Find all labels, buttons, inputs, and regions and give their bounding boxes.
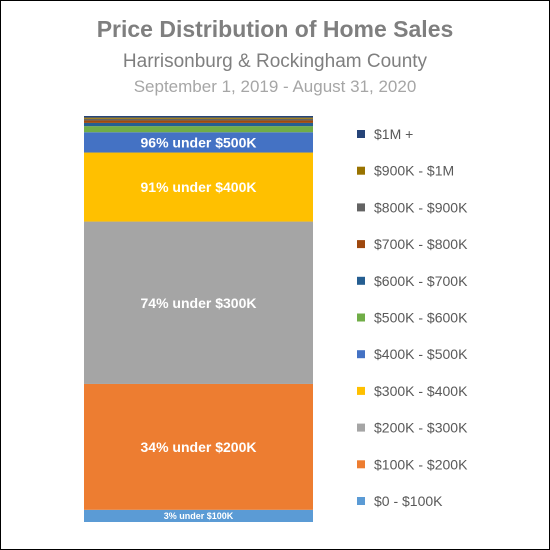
legend-swatch-1 (357, 166, 365, 175)
legend-swatch-6 (357, 350, 365, 359)
legend-swatch-7 (357, 386, 365, 395)
bar-segment-0 (84, 509, 313, 522)
legend-swatch-0 (357, 130, 365, 138)
legend-label-5: $500K - $600K (374, 310, 468, 326)
legend-label-1: $900K - $1M (374, 163, 454, 179)
legend-label-7: $300K - $400K (374, 383, 468, 399)
legend-label-0: $1M + (374, 126, 413, 142)
segment-label-2: 74% under $300K (141, 295, 257, 311)
bar-segment-3 (84, 152, 313, 222)
legend-label-4: $600K - $700K (374, 273, 468, 289)
bar-segment-10 (84, 116, 313, 118)
legend-swatch-2 (357, 203, 365, 212)
legend-label-6: $400K - $500K (374, 346, 468, 362)
chart-date-range: September 1, 2019 - August 31, 2020 (133, 77, 417, 96)
bar-segment-9 (84, 117, 313, 119)
legend-swatch-4 (357, 276, 365, 285)
legend-swatch-5 (357, 313, 365, 322)
legend-label-10: $0 - $100K (374, 493, 443, 509)
bar-segment-6 (84, 122, 313, 127)
bar-segment-8 (84, 118, 313, 121)
legend-swatch-8 (357, 423, 365, 432)
legend-label-8: $200K - $300K (374, 420, 468, 436)
segment-label-3: 91% under $400K (141, 179, 257, 195)
legend-label-9: $100K - $200K (374, 456, 468, 472)
legend-swatch-3 (357, 240, 365, 249)
bar-segment-2 (84, 221, 313, 384)
legend-label-3: $700K - $800K (374, 236, 468, 252)
chart-title: Price Distribution of Home Sales (96, 16, 454, 42)
segment-label-1: 34% under $200K (141, 439, 257, 455)
segment-label-0: 3% under $100K (164, 511, 234, 521)
bar-segment-1 (84, 383, 313, 510)
segment-label-4: 96% under $500K (141, 134, 257, 150)
chart-subtitle: Harrisonburg & Rockingham County (122, 51, 428, 72)
legend-label-2: $800K - $900K (374, 199, 468, 215)
bar-segment-4 (84, 132, 313, 153)
legend-swatch-9 (357, 460, 365, 469)
bar-segment-7 (84, 120, 313, 123)
bar-segment-5 (84, 126, 313, 133)
legend-swatch-10 (357, 497, 365, 505)
